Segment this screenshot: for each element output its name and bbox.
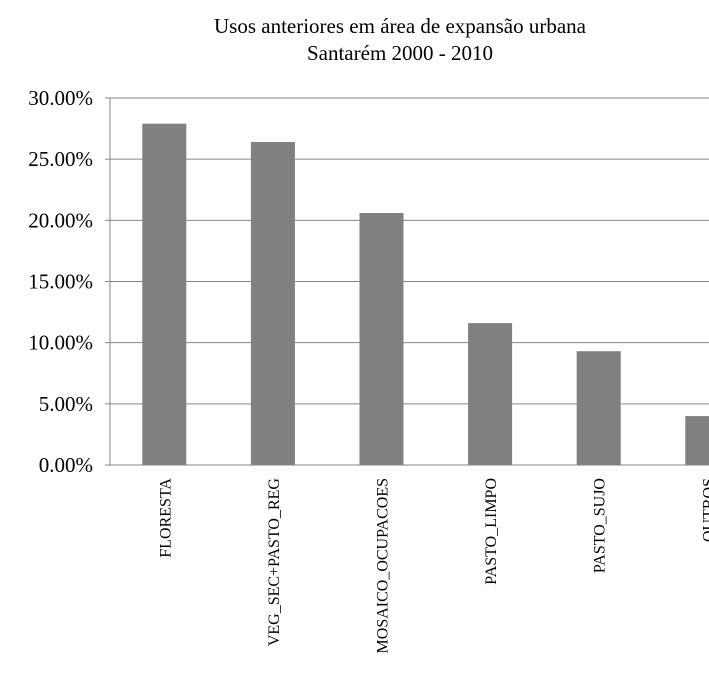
x-tick-label: PASTO_LIMPO bbox=[483, 478, 500, 585]
y-tick-label: 10.00% bbox=[28, 331, 93, 355]
bar bbox=[250, 142, 295, 466]
bar bbox=[142, 123, 187, 465]
y-tick-label: 15.00% bbox=[28, 270, 93, 294]
x-tick-label: MOSAICO_OCUPACOES bbox=[375, 478, 392, 653]
y-tick-labels: 0.00% 5.00% 10.00% 15.00% 20.00% 25.00% 30.00% bbox=[28, 86, 93, 477]
x-tick-labels: FLORESTA VEG_SEC+PASTO_REG MOSAICO_OCUPACO… bbox=[157, 478, 709, 654]
y-tick-label: 0.00% bbox=[39, 453, 93, 477]
bar bbox=[359, 212, 404, 465]
x-tick-label: PASTO_SUJO bbox=[592, 478, 609, 573]
bar bbox=[685, 416, 709, 465]
bar bbox=[468, 323, 513, 465]
chart-subtitle: Santarém 2000 - 2010 bbox=[306, 41, 494, 65]
bars bbox=[142, 123, 709, 466]
gridlines bbox=[105, 97, 709, 466]
y-tick-label: 30.00% bbox=[28, 86, 93, 110]
y-tick-label: 5.00% bbox=[39, 392, 93, 416]
x-tick-label: OUTROS bbox=[700, 478, 709, 542]
x-tick-label: VEG_SEC+PASTO_REG bbox=[266, 478, 283, 647]
y-tick-label: 20.00% bbox=[28, 208, 93, 232]
y-tick-label: 25.00% bbox=[28, 147, 93, 171]
axes bbox=[109, 98, 709, 466]
chart-title: Usos anteriores em área de expansão urba… bbox=[213, 14, 586, 38]
bar bbox=[576, 351, 621, 465]
x-tick-label: FLORESTA bbox=[157, 478, 174, 558]
